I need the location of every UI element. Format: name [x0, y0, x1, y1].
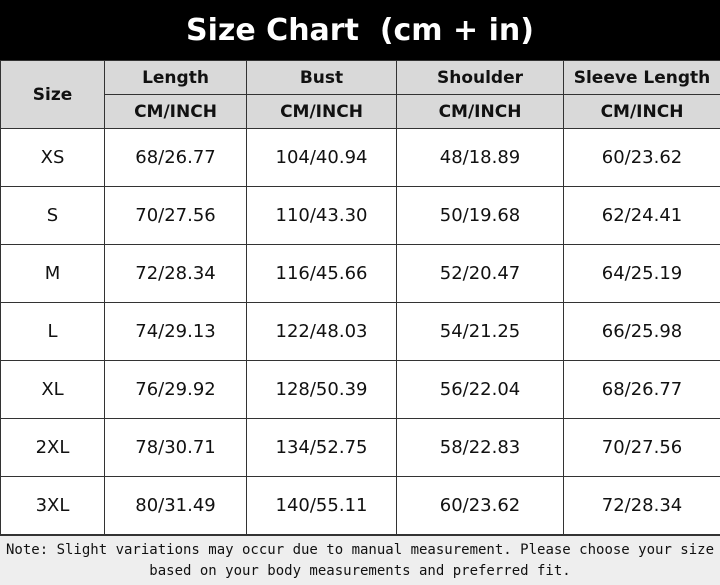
data-cell: L — [0, 302, 105, 361]
data-cell: 60/23.62 — [563, 128, 720, 187]
data-cell: 110/43.30 — [246, 186, 397, 245]
data-cell: M — [0, 244, 105, 303]
data-row: 3XL 80/31.49 140/55.11 60/23.62 72/28.34 — [0, 476, 720, 535]
unit-row: CM/INCH CM/INCH CM/INCH CM/INCH — [1, 94, 720, 129]
data-cell: 68/26.77 — [104, 128, 247, 187]
data-cell: 72/28.34 — [563, 476, 720, 535]
data-row: 2XL 78/30.71 134/52.75 58/22.83 70/27.56 — [0, 418, 720, 477]
data-cell: 116/45.66 — [246, 244, 397, 303]
unit-cell: CM/INCH — [104, 94, 247, 129]
data-cell: S — [0, 186, 105, 245]
header-row: Size Length Bust Shoulder Sleeve Length — [0, 60, 720, 129]
data-cell: XS — [0, 128, 105, 187]
data-cell: 56/22.04 — [396, 360, 564, 419]
header-cell: Shoulder — [396, 60, 564, 95]
data-cell: 70/27.56 — [563, 418, 720, 477]
data-cell: 50/19.68 — [396, 186, 564, 245]
data-cell: 48/18.89 — [396, 128, 564, 187]
data-row: M 72/28.34 116/45.66 52/20.47 64/25.19 — [0, 244, 720, 303]
header-cell: Sleeve Length — [563, 60, 720, 95]
data-cell: 80/31.49 — [104, 476, 247, 535]
data-cell: 54/21.25 — [396, 302, 564, 361]
data-cell: 60/23.62 — [396, 476, 564, 535]
data-cell: 122/48.03 — [246, 302, 397, 361]
unit-cell: CM/INCH — [246, 94, 397, 129]
data-cell: 128/50.39 — [246, 360, 397, 419]
note: Note: Slight variations may occur due to… — [0, 535, 720, 585]
header-cell: Bust — [246, 60, 397, 95]
data-cell: 134/52.75 — [246, 418, 397, 477]
data-cell: 58/22.83 — [396, 418, 564, 477]
data-cell: 76/29.92 — [104, 360, 247, 419]
data-row: XS 68/26.77 104/40.94 48/18.89 60/23.62 — [0, 128, 720, 187]
data-cell: 52/20.47 — [396, 244, 564, 303]
header-cell: Size — [0, 60, 105, 129]
title: Size Chart (cm + in) — [0, 0, 720, 60]
data-cell: 140/55.11 — [246, 476, 397, 535]
size-table: Size Length Bust Shoulder Sleeve Length CM/IN… — [0, 60, 720, 535]
data-cell: 78/30.71 — [104, 418, 247, 477]
data-row: L 74/29.13 122/48.03 54/21.25 66/25.98 — [0, 302, 720, 361]
data-row: S 70/27.56 110/43.30 50/19.68 62/24.41 — [0, 186, 720, 245]
unit-cell: CM/INCH — [563, 94, 720, 129]
data-cell: 64/25.19 — [563, 244, 720, 303]
data-cell: 2XL — [0, 418, 105, 477]
data-cell: 3XL — [0, 476, 105, 535]
data-cell: XL — [0, 360, 105, 419]
unit-cell: CM/INCH — [396, 94, 564, 129]
header-cell: Length — [104, 60, 247, 95]
data-cell: 74/29.13 — [104, 302, 247, 361]
data-cell: 72/28.34 — [104, 244, 247, 303]
data-cell: 66/25.98 — [563, 302, 720, 361]
data-cell: 104/40.94 — [246, 128, 397, 187]
data-row: XL 76/29.92 128/50.39 56/22.04 68/26.77 — [0, 360, 720, 419]
data-cell: 62/24.41 — [563, 186, 720, 245]
data-cell: 70/27.56 — [104, 186, 247, 245]
data-cell: 68/26.77 — [563, 360, 720, 419]
